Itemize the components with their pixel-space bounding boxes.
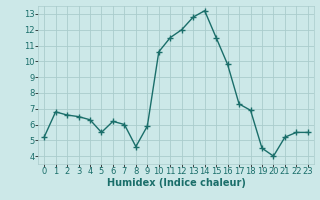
X-axis label: Humidex (Indice chaleur): Humidex (Indice chaleur): [107, 178, 245, 188]
